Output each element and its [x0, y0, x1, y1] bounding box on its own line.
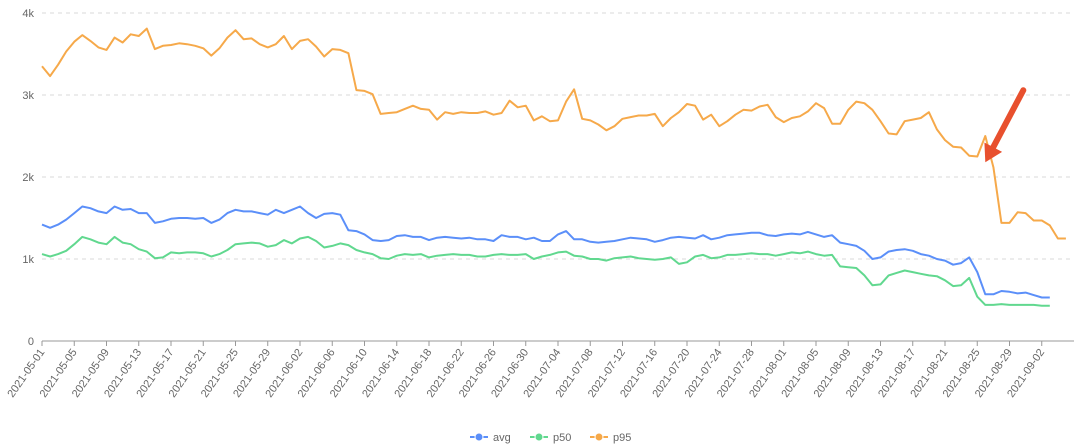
legend-marker-p50 [534, 432, 544, 442]
series-line-p95 [41, 27, 1066, 240]
annotation-arrow [984, 87, 1027, 163]
legend-label-p50: p50 [553, 432, 571, 444]
arrow-head [984, 142, 1003, 163]
x-axis: 2021-05-012021-05-052021-05-092021-05-13… [5, 340, 1074, 400]
y-tick-label: 1k [22, 254, 34, 266]
legend-label-p95: p95 [613, 432, 631, 444]
grid-lines [42, 12, 1074, 260]
series-lines [41, 27, 1066, 307]
y-tick-label: 0 [28, 336, 34, 348]
legend-marker-avg [474, 432, 484, 442]
y-tick-label: 3k [22, 90, 34, 102]
y-tick-label: 4k [22, 8, 34, 20]
legend: avg p50 p95 [470, 432, 631, 444]
legend-marker-p95 [594, 432, 604, 442]
arrow-shaft [990, 87, 1027, 151]
series-line-avg [41, 205, 1050, 299]
series-line-p50 [41, 235, 1050, 307]
y-axis: 0 1k 2k 3k 4k [22, 8, 34, 348]
legend-label-avg: avg [493, 432, 511, 444]
y-tick-label: 2k [22, 172, 34, 184]
